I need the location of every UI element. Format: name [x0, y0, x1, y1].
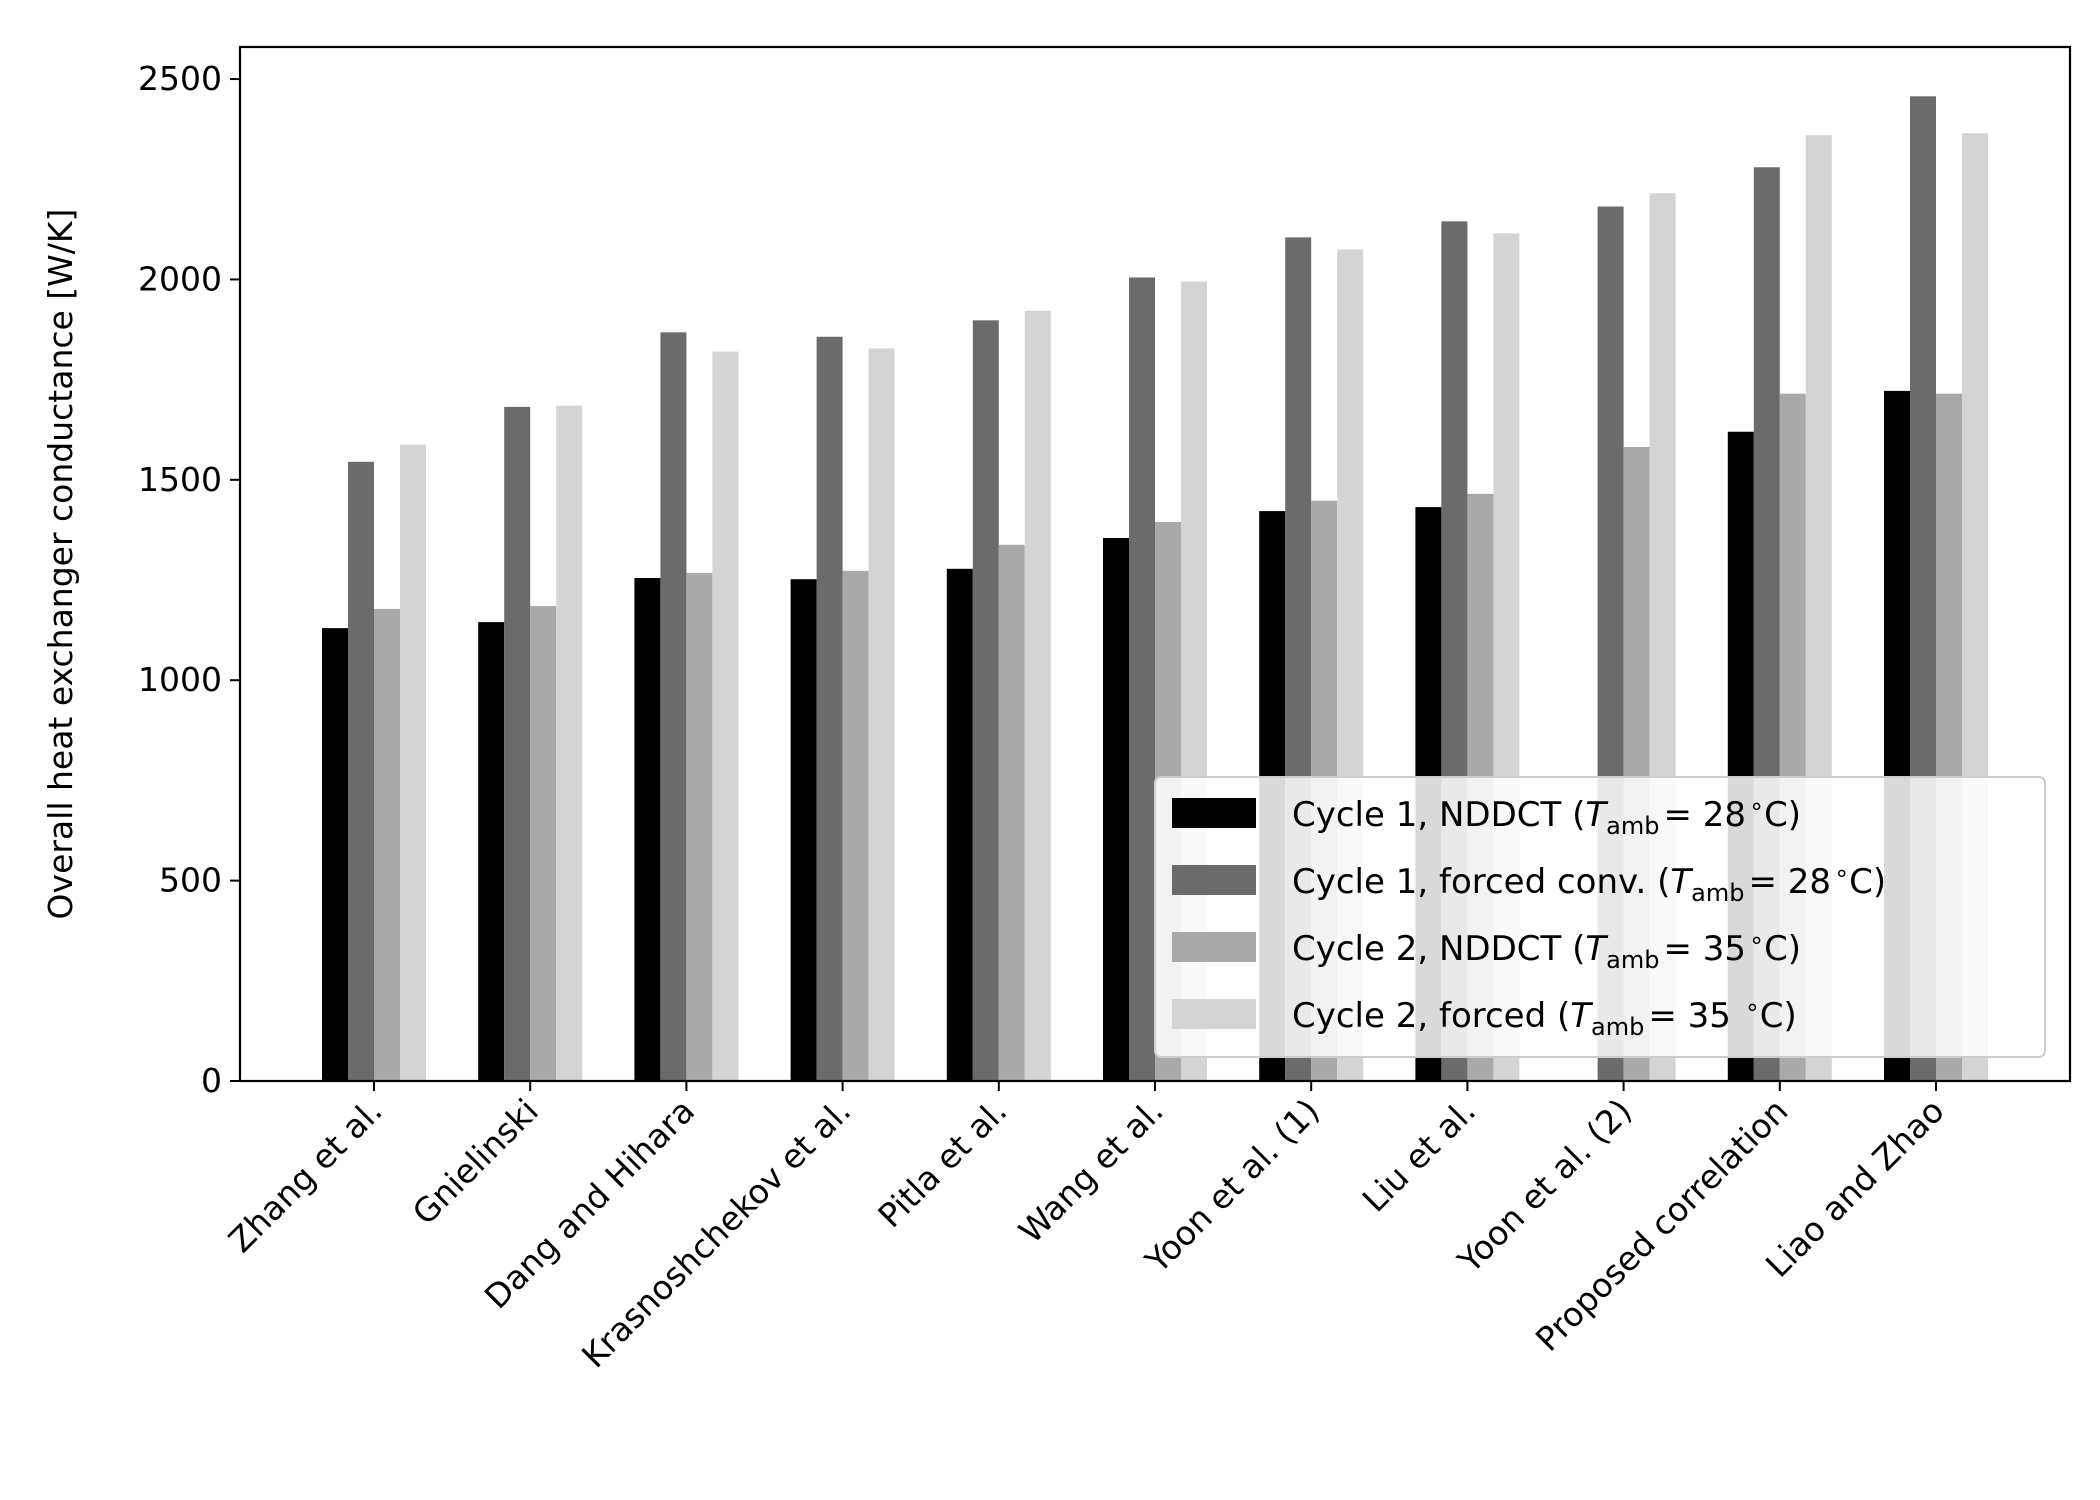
bar-1-2	[478, 622, 505, 1081]
bar-2-6	[1129, 277, 1155, 1081]
legend-swatch-1	[1172, 798, 1256, 828]
legend-swatch-4	[1172, 999, 1256, 1029]
y-tick-label: 0	[201, 1061, 222, 1100]
y-tick-label: 2500	[138, 59, 222, 98]
bar-3-5	[998, 544, 1025, 1081]
legend-box	[1154, 776, 2046, 1058]
y-tick-label: 1000	[138, 660, 222, 699]
bar-1-3	[634, 578, 661, 1081]
bar-3-3	[686, 572, 713, 1081]
legend-swatch-2	[1172, 865, 1256, 895]
y-ticks: 0 500 1000 1500 2000 2500	[138, 59, 240, 1100]
bar-3-2	[530, 606, 557, 1081]
legend-label-3: Cycle 2, NDDCT (Tamb = 35 ∘C)	[1292, 926, 1801, 974]
bar-4-3	[712, 351, 739, 1082]
y-tick-label: 500	[159, 861, 222, 900]
y-tick-label: 1500	[138, 460, 222, 499]
bar-2-2	[504, 406, 531, 1081]
legend-label-2: Cycle 1, forced conv. (Tamb = 28 ∘C)	[1292, 859, 1886, 907]
x-tick-label: Proposed correlation	[1528, 1091, 1796, 1359]
bar-4-2	[556, 405, 583, 1081]
bar-3-4	[842, 570, 869, 1081]
bar-1-4	[790, 579, 817, 1081]
legend: Cycle 1, NDDCT (Tamb = 28 ∘C) Cycle 1, forc…	[1154, 776, 2046, 1058]
x-tick-label: Krasnoshchekov et al.	[574, 1091, 858, 1375]
bar-2-4	[816, 336, 843, 1081]
legend-label-4: Cycle 2, forced (Tamb = 35 ∘C)	[1292, 993, 1797, 1041]
legend-label-1: Cycle 1, NDDCT (Tamb = 28 ∘C)	[1292, 792, 1801, 840]
bar-2-3	[660, 332, 687, 1082]
bar-2-5	[972, 320, 999, 1082]
legend-swatch-3	[1172, 932, 1256, 962]
x-tick-label: Pitla et al.	[870, 1091, 1014, 1235]
y-tick-label: 2000	[138, 259, 222, 298]
bar-1-1	[322, 628, 348, 1081]
x-tick-label: Gnielinski	[405, 1091, 546, 1232]
bar-4-5	[1024, 310, 1051, 1082]
x-tick-label: Zhang et al.	[221, 1091, 390, 1260]
x-tick-label: Wang et al.	[1011, 1091, 1171, 1251]
bar-1-5	[946, 568, 973, 1081]
x-tick-label: Liu et al.	[1355, 1091, 1483, 1219]
bar-4-4	[868, 348, 895, 1081]
bar-4-1	[400, 444, 426, 1081]
y-axis-label: Overall heat exchanger conductance [W/K]	[41, 209, 80, 920]
bar-3-1	[374, 608, 400, 1081]
bar-1-6	[1103, 537, 1129, 1081]
bar-2-1	[348, 461, 374, 1081]
